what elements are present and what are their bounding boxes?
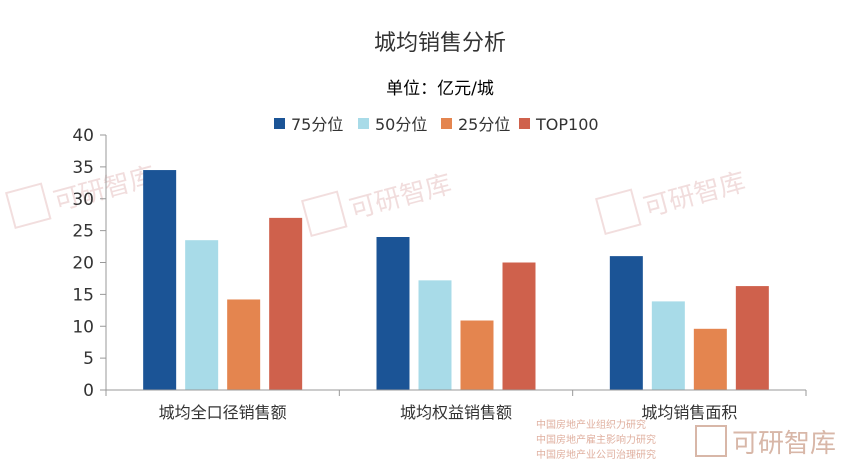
y-tick-label: 35 — [72, 158, 94, 178]
x-tick-label: 城均全口径销售额 — [159, 403, 287, 422]
watermark-logo-icon — [5, 182, 52, 230]
x-tick-label: 城均销售面积 — [641, 403, 737, 422]
legend-label: TOP100 — [535, 115, 599, 134]
branding-line: 中国房地产雇主影响力研究 — [536, 433, 656, 446]
legend-label: 50分位 — [375, 115, 427, 134]
watermark-text: 可研智库 — [347, 169, 455, 225]
y-tick-label: 5 — [83, 349, 94, 369]
x-axis: 城均全口径销售额 城均权益销售额 城均销售面积 — [105, 389, 807, 422]
watermark-text: 可研智库 — [641, 167, 749, 223]
y-tick-label: 0 — [83, 381, 94, 401]
watermark-logo-icon — [301, 190, 348, 238]
y-tick-label: 30 — [72, 190, 94, 210]
legend-swatch — [274, 118, 285, 129]
watermark: 可研智库 可研智库 可研智库 — [5, 161, 749, 238]
bar — [418, 280, 452, 390]
bar — [269, 217, 303, 390]
legend: 75分位 50分位 25分位 TOP100 — [274, 115, 599, 134]
legend-label: 25分位 — [458, 115, 510, 134]
y-tick-label: 40 — [72, 126, 94, 146]
x-tick-label: 城均权益销售额 — [400, 403, 512, 422]
chart-title: 城均销售分析 — [374, 31, 506, 56]
legend-label: 75分位 — [291, 115, 343, 134]
bar — [651, 301, 685, 390]
y-tick-label: 25 — [72, 222, 94, 242]
brand-logo-icon — [695, 425, 727, 457]
bars — [143, 170, 769, 390]
bar — [693, 328, 727, 390]
branding-line: 中国房地产业组织力研究 — [536, 418, 646, 431]
legend-swatch — [358, 118, 369, 129]
branding-line: 中国房地产业公司治理研究 — [536, 448, 656, 461]
bar — [227, 299, 261, 390]
legend-swatch — [441, 118, 452, 129]
legend-swatch — [519, 118, 530, 129]
bar — [376, 237, 410, 390]
bar — [502, 262, 536, 390]
bar — [609, 256, 643, 390]
bar — [460, 320, 494, 390]
bar — [143, 170, 177, 390]
y-tick-label: 20 — [72, 254, 94, 274]
brand-name: 可研智库 — [732, 429, 836, 459]
bar — [735, 286, 769, 390]
chart-subtitle: 单位：亿元/城 — [386, 79, 494, 99]
bar — [185, 240, 219, 390]
branding: 中国房地产业组织力研究 中国房地产雇主影响力研究 中国房地产业公司治理研究 可研… — [536, 418, 836, 461]
watermark-text: 可研智库 — [51, 161, 159, 217]
watermark-logo-icon — [595, 188, 642, 236]
y-tick-label: 10 — [72, 317, 94, 337]
y-tick-label: 15 — [72, 285, 94, 305]
y-axis: 0 5 10 15 20 25 30 35 40 — [72, 126, 107, 401]
